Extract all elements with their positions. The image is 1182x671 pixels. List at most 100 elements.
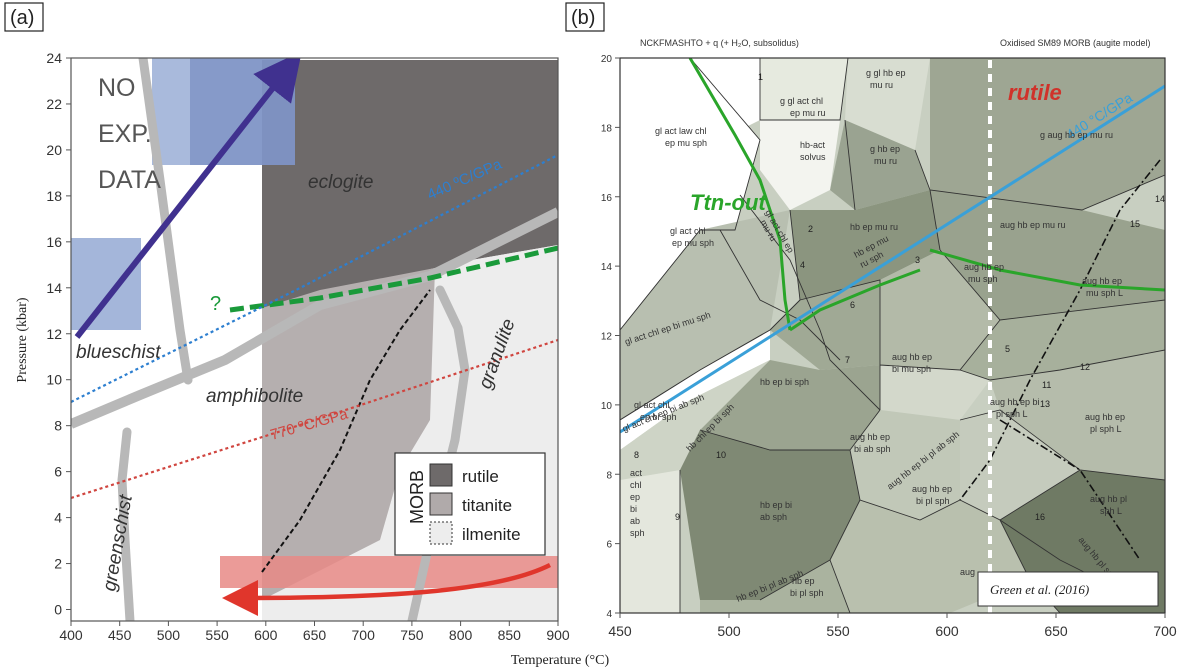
y-tick-label-a: 14 xyxy=(46,280,62,296)
label-f5: 5 xyxy=(1005,344,1010,354)
y-tick-label-a: 12 xyxy=(46,326,62,342)
label-glactchl-epbisph-1: gl act chl xyxy=(634,400,670,410)
x-tick-label-b: 500 xyxy=(717,623,741,639)
label-actchl-3: ep xyxy=(630,492,640,502)
label-aughbep-biabsph-1: aug hb ep xyxy=(850,432,890,442)
label-f3: 3 xyxy=(915,255,920,265)
no-exp-data-line-2: EXP. xyxy=(98,120,152,148)
x-tick-label-b: 550 xyxy=(826,623,850,639)
label-f4: 4 xyxy=(800,260,805,270)
header-right: Oxidised SM89 MORB (augite model) xyxy=(1000,38,1151,48)
label-f12: 12 xyxy=(1080,362,1090,372)
legend-label-titanite: titanite xyxy=(462,496,512,515)
label-gaug: g aug hb ep mu ru xyxy=(1040,130,1113,140)
label-glactchl-epbisph-2: ep bi sph xyxy=(640,412,677,422)
label-gglhb-2: mu ru xyxy=(870,80,893,90)
label-f11: 11 xyxy=(1042,380,1051,390)
label-actchl-6: sph xyxy=(630,528,645,538)
y-tick-label-a: 20 xyxy=(46,142,62,158)
facies-blueschist: blueschist xyxy=(76,342,161,363)
x-tick-label-b: 600 xyxy=(935,623,959,639)
x-axis-label: Temperature (°C) xyxy=(511,653,610,668)
label-gglact-2: ep mu ru xyxy=(790,108,826,118)
x-tick-label-a: 500 xyxy=(157,627,181,643)
label-aughbpl-sphL-2: sph L xyxy=(1100,506,1122,516)
question-mark: ? xyxy=(210,293,221,315)
label-aughbep-plsphL-2: pl sph L xyxy=(1090,424,1122,434)
legend-swatch-rutile xyxy=(430,464,452,486)
label-aughbpl-sphL-1: aug hb pl xyxy=(1090,494,1127,504)
label-hbepbisph: hb ep bi sph xyxy=(760,377,809,387)
x-tick-label-b: 450 xyxy=(608,623,632,639)
y-tick-label-a: 24 xyxy=(46,50,62,66)
legend: MORB rutile titanite ilmenite xyxy=(395,453,545,555)
legend-swatch-ilmenite xyxy=(430,522,452,544)
x-tick-label-b: 700 xyxy=(1153,623,1177,639)
label-f6: 6 xyxy=(850,300,855,310)
panel-b-label: (b) xyxy=(571,7,595,29)
x-tick-label-a: 800 xyxy=(449,627,473,643)
x-tick-label-a: 900 xyxy=(546,627,570,643)
y-tick-label-a: 0 xyxy=(54,602,62,618)
label-gglact-1: g gl act chl xyxy=(780,96,823,106)
label-gglhb-1: g gl hb ep xyxy=(866,68,906,78)
y-tick-label-b: 16 xyxy=(601,193,613,204)
rutile-label: rutile xyxy=(1008,80,1062,105)
legend-group-label: MORB xyxy=(407,470,427,524)
label-ghbep-2: mu ru xyxy=(874,156,897,166)
exp-data-box-4 xyxy=(220,556,558,588)
x-ticks-a: 400 450 500 550 600 650 700 750 800 850 900 xyxy=(59,621,570,643)
x-tick-label-a: 850 xyxy=(498,627,522,643)
label-f8: 8 xyxy=(634,450,639,460)
label-f1: 1 xyxy=(758,72,763,82)
label-aughbep-musphL-2: mu sph L xyxy=(1086,288,1123,298)
citation: Green et al. (2016) xyxy=(990,582,1089,597)
legend-label-ilmenite: ilmenite xyxy=(462,525,521,544)
exp-data-box-2 xyxy=(190,58,295,165)
ttn-out-label: Ttn-out xyxy=(690,190,767,215)
y-ticks-b: 468101214161820 xyxy=(601,54,620,620)
label-f2: 2 xyxy=(808,224,813,234)
label-glactlaw-1: gl act law chl xyxy=(655,126,707,136)
x-tick-label-a: 600 xyxy=(254,627,278,643)
label-aughbep-musph-1: aug hb ep xyxy=(964,262,1004,272)
label-actchl-1: act xyxy=(630,468,643,478)
label-actchl-5: ab xyxy=(630,516,640,526)
y-tick-label-a: 8 xyxy=(54,418,62,434)
legend-label-rutile: rutile xyxy=(462,467,499,486)
label-aughbep-biplsph-1: aug hb ep xyxy=(912,484,952,494)
panel-b: NCKFMASHTO + q (+ H₂O, subsolidus) Oxidi… xyxy=(566,3,1177,639)
label-hbep-biplsph-2: bi pl sph xyxy=(790,588,824,598)
label-aughbepbi-plsphL-2: pl sph L xyxy=(996,409,1028,419)
y-axis-label-a: Pressure (kbar) xyxy=(15,297,30,382)
x-tick-label-a: 450 xyxy=(108,627,132,643)
legend-swatch-titanite xyxy=(430,493,452,515)
label-glactlaw-2: ep mu sph xyxy=(665,138,707,148)
label-f14: 14 xyxy=(1155,194,1165,204)
y-tick-label-a: 16 xyxy=(46,234,62,250)
y-tick-label-b: 6 xyxy=(606,540,612,551)
y-tick-label-a: 22 xyxy=(46,96,62,112)
y-tick-label-b: 12 xyxy=(601,332,613,343)
y-tick-label-b: 10 xyxy=(601,401,613,412)
label-aughbep-bimusph-1: aug hb ep xyxy=(892,352,932,362)
label-aughbep-biplsph-2: bi pl sph xyxy=(916,496,950,506)
label-f7: 7 xyxy=(845,355,850,365)
exp-data-box-3 xyxy=(71,238,141,330)
label-hbepbi-absph-2: ab sph xyxy=(760,512,787,522)
facies-amphibolite: amphibolite xyxy=(206,386,303,407)
label-aughbep-musphL-1: aug hb ep xyxy=(1082,276,1122,286)
y-tick-label-a: 2 xyxy=(54,556,62,572)
label-f16: 16 xyxy=(1035,512,1045,522)
y-tick-label-a: 6 xyxy=(54,464,62,480)
panel-a-label: (a) xyxy=(10,7,34,29)
y-tick-label-b: 14 xyxy=(601,262,613,273)
label-aughbep-musph-2: mu sph xyxy=(968,274,998,284)
x-ticks-b: 450 500 550 600 650 700 xyxy=(608,613,1177,639)
label-hbact-2: solvus xyxy=(800,152,826,162)
y-tick-label-b: 20 xyxy=(601,54,613,65)
y-tick-label-b: 4 xyxy=(606,609,612,620)
x-tick-label-a: 750 xyxy=(400,627,424,643)
no-exp-data-line-3: DATA xyxy=(98,166,161,194)
